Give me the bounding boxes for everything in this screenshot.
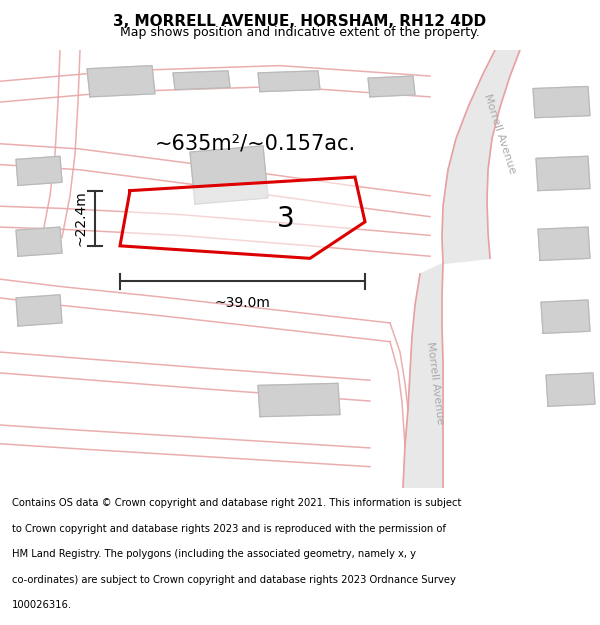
Text: Contains OS data © Crown copyright and database right 2021. This information is : Contains OS data © Crown copyright and d…	[12, 499, 461, 509]
Text: to Crown copyright and database rights 2023 and is reproduced with the permissio: to Crown copyright and database rights 2…	[12, 524, 446, 534]
Text: 3, MORRELL AVENUE, HORSHAM, RH12 4DD: 3, MORRELL AVENUE, HORSHAM, RH12 4DD	[113, 14, 487, 29]
Polygon shape	[190, 146, 268, 204]
Text: co-ordinates) are subject to Crown copyright and database rights 2023 Ordnance S: co-ordinates) are subject to Crown copyr…	[12, 575, 456, 585]
Polygon shape	[258, 71, 320, 92]
Text: Morrell Avenue: Morrell Avenue	[425, 341, 445, 426]
Polygon shape	[403, 264, 443, 488]
Text: ~22.4m: ~22.4m	[73, 191, 87, 246]
Polygon shape	[173, 71, 230, 89]
Text: Map shows position and indicative extent of the property.: Map shows position and indicative extent…	[120, 26, 480, 39]
Polygon shape	[368, 76, 415, 97]
Text: ~635m²/~0.157ac.: ~635m²/~0.157ac.	[154, 134, 356, 154]
Polygon shape	[120, 177, 365, 258]
Text: 3: 3	[277, 205, 295, 232]
Text: 100026316.: 100026316.	[12, 600, 72, 610]
Text: HM Land Registry. The polygons (including the associated geometry, namely x, y: HM Land Registry. The polygons (includin…	[12, 549, 416, 559]
Polygon shape	[541, 300, 590, 333]
Polygon shape	[16, 295, 62, 326]
Polygon shape	[536, 156, 590, 191]
Polygon shape	[442, 50, 520, 264]
Polygon shape	[16, 227, 62, 256]
Text: ~39.0m: ~39.0m	[215, 296, 271, 310]
Polygon shape	[533, 86, 590, 118]
Polygon shape	[538, 227, 590, 261]
Text: Morrell Avenue: Morrell Avenue	[482, 92, 518, 174]
Polygon shape	[546, 373, 595, 406]
Polygon shape	[16, 156, 62, 186]
Polygon shape	[87, 66, 155, 97]
Polygon shape	[258, 383, 340, 417]
